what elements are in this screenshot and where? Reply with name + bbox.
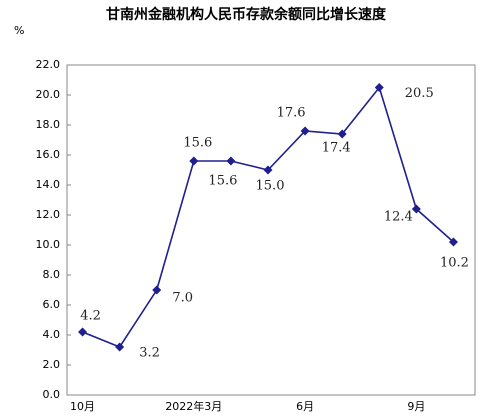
- point: [300, 126, 310, 136]
- point: [189, 156, 199, 166]
- y-tick-label: 6.0: [43, 298, 61, 311]
- point: [115, 342, 125, 352]
- value-label: 12.4: [384, 210, 413, 225]
- chart-title: 甘南州金融机构人民币存款余额同比增长速度: [106, 6, 387, 23]
- y-tick-label: 20.0: [36, 88, 61, 101]
- point: [448, 237, 458, 247]
- value-label: 4.2: [80, 309, 101, 324]
- value-label: 20.5: [405, 86, 434, 101]
- point: [337, 129, 347, 139]
- value-label: 17.6: [277, 106, 306, 121]
- y-tick-label: 0.0: [43, 388, 61, 401]
- y-tick-label: 4.0: [43, 328, 61, 341]
- y-tick-label: 12.0: [36, 208, 61, 221]
- value-label: 3.2: [139, 346, 160, 361]
- value-label: 15.6: [208, 174, 237, 189]
- x-tick-label: 10月: [70, 400, 95, 413]
- value-label: 15.0: [256, 179, 285, 194]
- y-tick-label: 10.0: [36, 238, 61, 251]
- value-label: 15.6: [183, 136, 212, 151]
- y-tick-label: 22.0: [36, 58, 61, 71]
- point: [263, 165, 273, 175]
- x-tick-label: 6月: [296, 400, 314, 413]
- point: [226, 156, 236, 166]
- point: [374, 83, 384, 92]
- point: [152, 285, 162, 295]
- y-tick-label: 8.0: [43, 268, 61, 281]
- y-tick-label: 16.0: [36, 148, 61, 161]
- value-label: 7.0: [172, 291, 193, 306]
- y-tick-label: 14.0: [36, 178, 61, 191]
- plot-frame: [66, 64, 476, 396]
- point: [411, 204, 421, 214]
- x-tick-label: 2022年3月: [165, 399, 222, 413]
- value-label: 17.4: [322, 141, 351, 156]
- x-tick-label: 9月: [407, 400, 425, 413]
- value-label: 10.2: [440, 256, 469, 271]
- y-tick-label: 2.0: [43, 358, 61, 371]
- point: [78, 327, 88, 337]
- y-unit: %: [14, 24, 24, 37]
- y-tick-label: 18.0: [36, 118, 61, 131]
